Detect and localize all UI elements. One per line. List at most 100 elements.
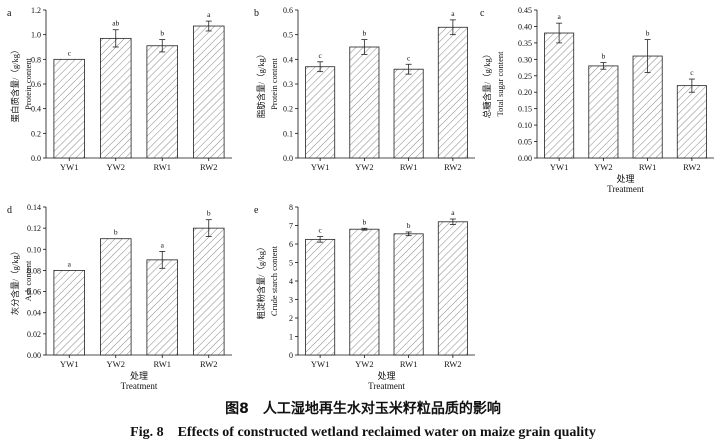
panel-a-bar-RW2	[193, 25, 225, 159]
panel-e-ytick-label: 6	[289, 240, 293, 249]
panel-a-label: a	[7, 8, 12, 19]
panel-e-xtick-label-RW1: RW1	[400, 359, 417, 369]
panel-d-ytick-label: 0.12	[27, 224, 41, 233]
panel-d-letter-YW2: b	[114, 228, 118, 237]
panel-d-ytick-label: 0.02	[27, 330, 41, 339]
figure-caption-english: Fig. 8 Effects of constructed wetland re…	[130, 425, 596, 440]
panel-a-letter-YW2: ab	[112, 19, 119, 28]
panel-e-letter-RW2: a	[451, 208, 455, 217]
figure-svg: a0.00.20.40.60.81.01.2cYW1abYW2bRW1aRW2蛋…	[7, 6, 714, 390]
panel-e-ytick-label: 4	[289, 277, 293, 286]
panel-b-bar-RW1	[393, 68, 424, 159]
panel-d-ytick-label: 0.10	[27, 245, 41, 254]
panel-c-ytick-label: 0.00	[518, 154, 532, 163]
panel-c-xtick-label-RW1: RW1	[639, 162, 656, 172]
panel-b-xtick-label-YW1: YW1	[311, 162, 329, 172]
panel-e-ytick-label: 5	[289, 259, 293, 268]
panel-c-letter-RW2: c	[690, 68, 694, 77]
panel-a-letter-RW2: a	[207, 10, 211, 19]
panel-b-bar-YW1	[305, 66, 336, 159]
panel-c-bar-YW2	[588, 65, 619, 159]
panel-d-letter-YW1: a	[68, 259, 72, 268]
panel-c-ytick-label: 0.15	[518, 105, 532, 114]
panel-b-xtick-label-YW2: YW2	[355, 162, 373, 172]
panel-e-ytick-label: 0	[289, 351, 293, 360]
panel-c-bar-YW1	[544, 32, 575, 159]
panel-a-bar-YW2	[100, 37, 132, 159]
panel-b-xtick-label-RW1: RW1	[400, 162, 417, 172]
panel-d-label: d	[7, 205, 12, 216]
panel-c-xtick-label-YW1: YW1	[550, 162, 568, 172]
panel-e-ytick-label: 7	[289, 222, 293, 231]
panel-a-xtick-label-RW1: RW1	[154, 162, 171, 172]
panel-e-ytick-label: 3	[289, 296, 293, 305]
panel-e-label: e	[254, 205, 259, 216]
panel-e-xtick-label-YW1: YW1	[311, 359, 329, 369]
panel-c-letter-RW1: b	[646, 29, 650, 38]
panel-b-letter-YW2: b	[363, 29, 367, 38]
panel-d-bar-YW2	[100, 238, 132, 356]
panel-c-bar-RW1	[632, 55, 663, 159]
panel-a-ytick-label: 0.2	[31, 129, 41, 138]
panel-b-letter-RW2: a	[451, 9, 455, 18]
panel-c-ytick-label: 0.10	[518, 121, 532, 130]
panel-b-letter-RW1: c	[407, 53, 411, 62]
panel-c-ylabel-zh: 总糖含量/（g/kg）	[482, 50, 492, 118]
panel-e-bar-RW2	[437, 221, 468, 356]
panel-a-bar-RW1	[146, 45, 178, 159]
panel-b-ytick-label: 0.2	[283, 105, 293, 114]
panel-b-ytick-label: 0.3	[283, 80, 293, 89]
panel-d-xlabel-en: Treatment	[121, 381, 158, 390]
panel-e-xlabel-en: Treatment	[368, 381, 405, 390]
panel-b-xtick-label-RW2: RW2	[444, 162, 461, 172]
panel-e-bar-YW2	[349, 228, 380, 356]
panel-d-xtick-label-YW2: YW2	[107, 359, 125, 369]
panel-e-xtick-label-YW2: YW2	[355, 359, 373, 369]
panel-c-letter-YW1: a	[557, 12, 561, 21]
panel-b-ylabel-zh: 脂肪含量/（g/kg）	[256, 50, 266, 118]
panel-a-xtick-label-YW1: YW1	[60, 162, 78, 172]
panel-c-letter-YW2: b	[602, 52, 606, 61]
panel-e-letter-YW2: b	[363, 217, 367, 226]
panel-b-ylabel-en: Protein content	[269, 58, 279, 110]
panel-a-xtick-label-RW2: RW2	[200, 162, 217, 172]
panel-c-xtick-label-YW2: YW2	[594, 162, 612, 172]
panel-b-letter-YW1: c	[318, 51, 322, 60]
panel-b-ytick-label: 0.1	[283, 129, 293, 138]
panel-b-ytick-label: 0.4	[283, 55, 293, 64]
panel-c-ylabel-en: Total sugar content	[495, 51, 505, 117]
panel-c-bar-RW2	[676, 85, 707, 159]
panel-d-xtick-label-YW1: YW1	[60, 359, 78, 369]
panel-c-label: c	[480, 8, 485, 19]
panel-b-bar-YW2	[349, 46, 380, 159]
figure-caption-chinese: 图8 人工湿地再生水对玉米籽粒品质的影响	[225, 401, 501, 417]
panel-a-ytick-label: 1.2	[31, 6, 41, 15]
panel-a-bar-YW1	[53, 58, 85, 159]
panel-d-bar-RW2	[193, 227, 225, 356]
panel-d-letter-RW1: a	[161, 240, 165, 249]
panel-d-xtick-label-RW2: RW2	[200, 359, 217, 369]
panel-c-xtick-label-RW2: RW2	[683, 162, 700, 172]
panel-e-ylabel-zh: 粗淀粉含量/（g/kg）	[256, 243, 266, 320]
panel-a-ytick-label: 0.4	[31, 105, 41, 114]
panel-a-ytick-label: 0.8	[31, 55, 41, 64]
panel-c-ytick-label: 0.35	[518, 39, 532, 48]
panel-b-bar-RW2	[437, 26, 468, 159]
panel-b-ytick-label: 0.5	[283, 31, 293, 40]
panel-d-ytick-label: 0.08	[27, 266, 41, 275]
panel-e-xlabel-zh: 处理	[377, 370, 395, 381]
panel-e-bar-YW1	[305, 238, 336, 356]
panel-d-ytick-label: 0.04	[27, 309, 41, 318]
panel-d-xlabel-zh: 处理	[130, 370, 148, 381]
panel-a-letter-YW1: c	[68, 48, 72, 57]
panel-d-ytick-label: 0.06	[27, 288, 41, 297]
panel-b-ytick-label: 0.6	[283, 6, 293, 15]
panel-e-ytick-label: 8	[289, 203, 293, 212]
panel-e-ylabel-en: Crude starch content	[269, 245, 279, 316]
panel-e-letter-RW1: b	[407, 221, 411, 230]
panel-b-label: b	[254, 8, 259, 19]
panel-a-ytick-label: 0.0	[31, 154, 41, 163]
panel-a-letter-RW1: b	[160, 29, 164, 38]
panel-e-ytick-label: 1	[289, 333, 293, 342]
panel-c-ytick-label: 0.20	[518, 88, 532, 97]
